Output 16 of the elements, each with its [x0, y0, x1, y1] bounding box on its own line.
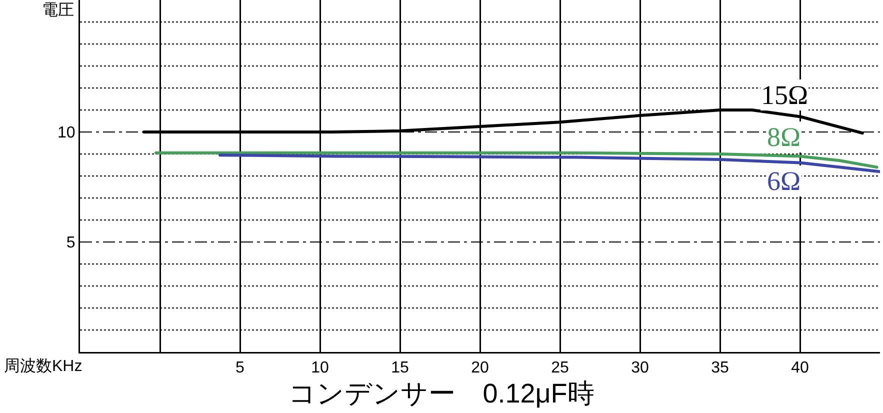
x-tick-label: 40 [791, 360, 809, 377]
text: コンデンサー 0.12μF時 [288, 378, 594, 409]
line-series [154, 151, 878, 169]
x-tick-label: 20 [471, 360, 489, 377]
x-tick-label: 25 [551, 360, 569, 377]
line-series [218, 154, 880, 174]
series-label: 6Ω [767, 166, 801, 196]
x-tick-label: 5 [236, 360, 245, 377]
x-axis-title: 周波数KHz [4, 357, 82, 375]
x-tick-label: 35 [711, 360, 729, 377]
series-label: 8Ω [767, 122, 801, 152]
x-tick-label: 15 [391, 360, 409, 377]
x-tick-label: 30 [631, 360, 649, 377]
y-axis-title: 電圧 [42, 2, 74, 19]
series-label: 15Ω [761, 80, 808, 110]
x-tick-label: 10 [311, 360, 329, 377]
